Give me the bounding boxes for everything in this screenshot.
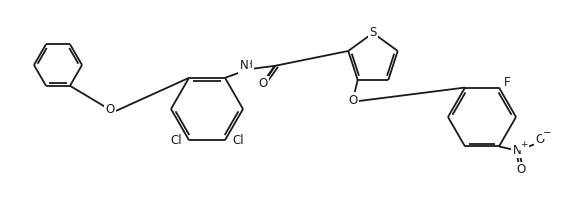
Text: Cl: Cl (232, 134, 244, 147)
Text: O: O (516, 163, 526, 176)
Text: O: O (258, 77, 268, 90)
Text: +: + (520, 140, 528, 149)
Text: H: H (245, 60, 253, 70)
Text: Cl: Cl (170, 134, 182, 147)
Text: S: S (369, 26, 377, 39)
Text: N: N (513, 144, 522, 157)
Text: N: N (240, 59, 248, 72)
Text: −: − (543, 128, 552, 138)
Text: O: O (348, 94, 358, 107)
Text: O: O (536, 133, 544, 146)
Text: O: O (105, 103, 115, 116)
Text: F: F (504, 76, 510, 89)
